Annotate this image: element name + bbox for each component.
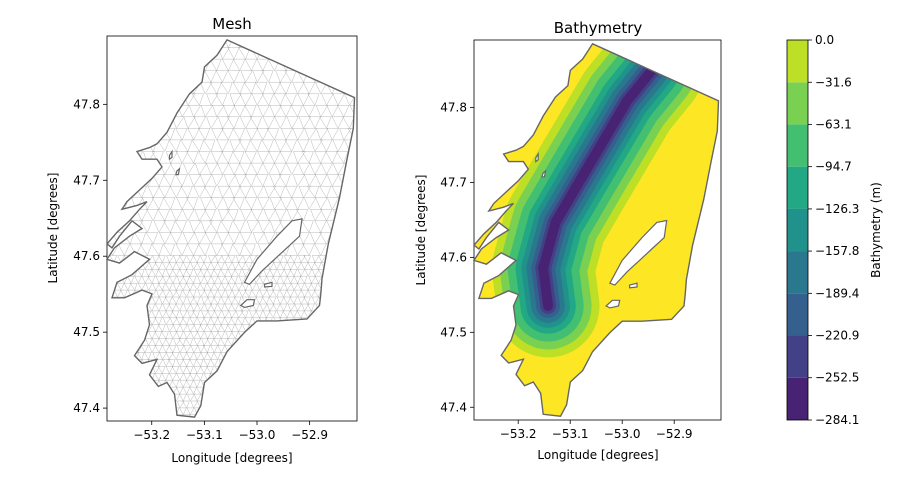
- bathymetry-band-0: [538, 65, 657, 311]
- mesh-ytick-label: 47.8: [73, 97, 100, 111]
- mesh-title: Mesh: [212, 15, 252, 33]
- colorbar-band: [787, 40, 808, 83]
- colorbar-tick-label: −63.1: [815, 117, 852, 131]
- bathymetry-title: Bathymetry: [554, 19, 643, 37]
- colorbar-bands: [787, 40, 808, 420]
- colorbar-tick-label: −220.9: [815, 328, 859, 342]
- colorbar: −284.1 −252.5 −220.9 −189.4 −157.8 −126.3 −94.…: [786, 33, 883, 427]
- mesh-ticks: −53.2 −53.1 −53.0 −52.9 47.4 47.5 47.6 47.7 47.8: [73, 97, 328, 442]
- mesh-xlabel: Longitude [degrees]: [171, 451, 292, 465]
- colorbar-tick-label: −252.5: [815, 371, 859, 385]
- mesh-coastline-outline: [105, 39, 356, 418]
- bathymetry-ytick-label: 47.6: [440, 250, 467, 264]
- colorbar-ticks: −284.1 −252.5 −220.9 −189.4 −157.8 −126.3 −94.…: [808, 33, 859, 427]
- bathymetry-ytick-label: 47.4: [440, 400, 467, 414]
- bathymetry-ticks: −53.2 −53.1 −53.0 −52.9 47.4 47.5 47.6 47.7 47.8: [440, 100, 692, 441]
- bathymetry-island-outlines: [535, 151, 668, 309]
- bathymetry-xtick-label: −53.1: [552, 427, 589, 441]
- mesh-ytick-label: 47.4: [73, 401, 100, 415]
- colorbar-band: [787, 335, 808, 378]
- mesh-xtick-label: −53.0: [239, 428, 276, 442]
- mesh-xtick-label: −53.1: [186, 428, 223, 442]
- bathymetry-xtick-label: −52.9: [656, 427, 693, 441]
- bathymetry-ytick-label: 47.8: [440, 100, 467, 114]
- bathymetry-ytick-label: 47.7: [440, 175, 467, 189]
- mesh-ytick-label: 47.5: [73, 325, 100, 339]
- bathymetry-panel: Bathymetry Longitude [degrees] Latitude …: [414, 19, 722, 462]
- mesh-xtick-label: −53.2: [133, 428, 170, 442]
- colorbar-tick-label: −126.3: [815, 202, 859, 216]
- colorbar-band: [787, 82, 808, 125]
- bathymetry-coastline-outline: [472, 42, 720, 417]
- colorbar-tick-label: −94.7: [815, 160, 852, 174]
- colorbar-band: [787, 377, 808, 420]
- mesh-island-outlines: [168, 149, 303, 309]
- colorbar-tick-label: −157.8: [815, 244, 859, 258]
- bathymetry-xtick-label: −53.0: [604, 427, 641, 441]
- colorbar-band: [787, 166, 808, 209]
- colorbar-band: [787, 293, 808, 336]
- colorbar-band: [787, 124, 808, 167]
- mesh-axes-frame: [106, 35, 358, 422]
- colorbar-tick-label: −189.4: [815, 286, 859, 300]
- bathymetry-xtick-label: −53.2: [500, 427, 537, 441]
- bathymetry-xlabel: Longitude [degrees]: [537, 448, 658, 462]
- colorbar-band: [787, 251, 808, 294]
- colorbar-tick-label: 0.0: [815, 33, 834, 47]
- bathymetry-ytick-label: 47.5: [440, 325, 467, 339]
- bathymetry-ylabel: Latitude [degrees]: [414, 175, 428, 286]
- colorbar-frame: [786, 39, 809, 421]
- colorbar-band: [787, 208, 808, 252]
- colorbar-tick-label: −284.1: [815, 413, 859, 427]
- mesh-xtick-label: −52.9: [291, 428, 328, 442]
- mesh-panel: Mesh Longitude [degrees] Latitude [degre…: [46, 15, 358, 465]
- mesh-ytick-label: 47.7: [73, 173, 100, 187]
- colorbar-label: Bathymetry (m): [869, 182, 883, 278]
- mesh-ytick-label: 47.6: [73, 249, 100, 263]
- mesh-ylabel: Latitude [degrees]: [46, 173, 60, 284]
- colorbar-tick-label: −31.6: [815, 75, 852, 89]
